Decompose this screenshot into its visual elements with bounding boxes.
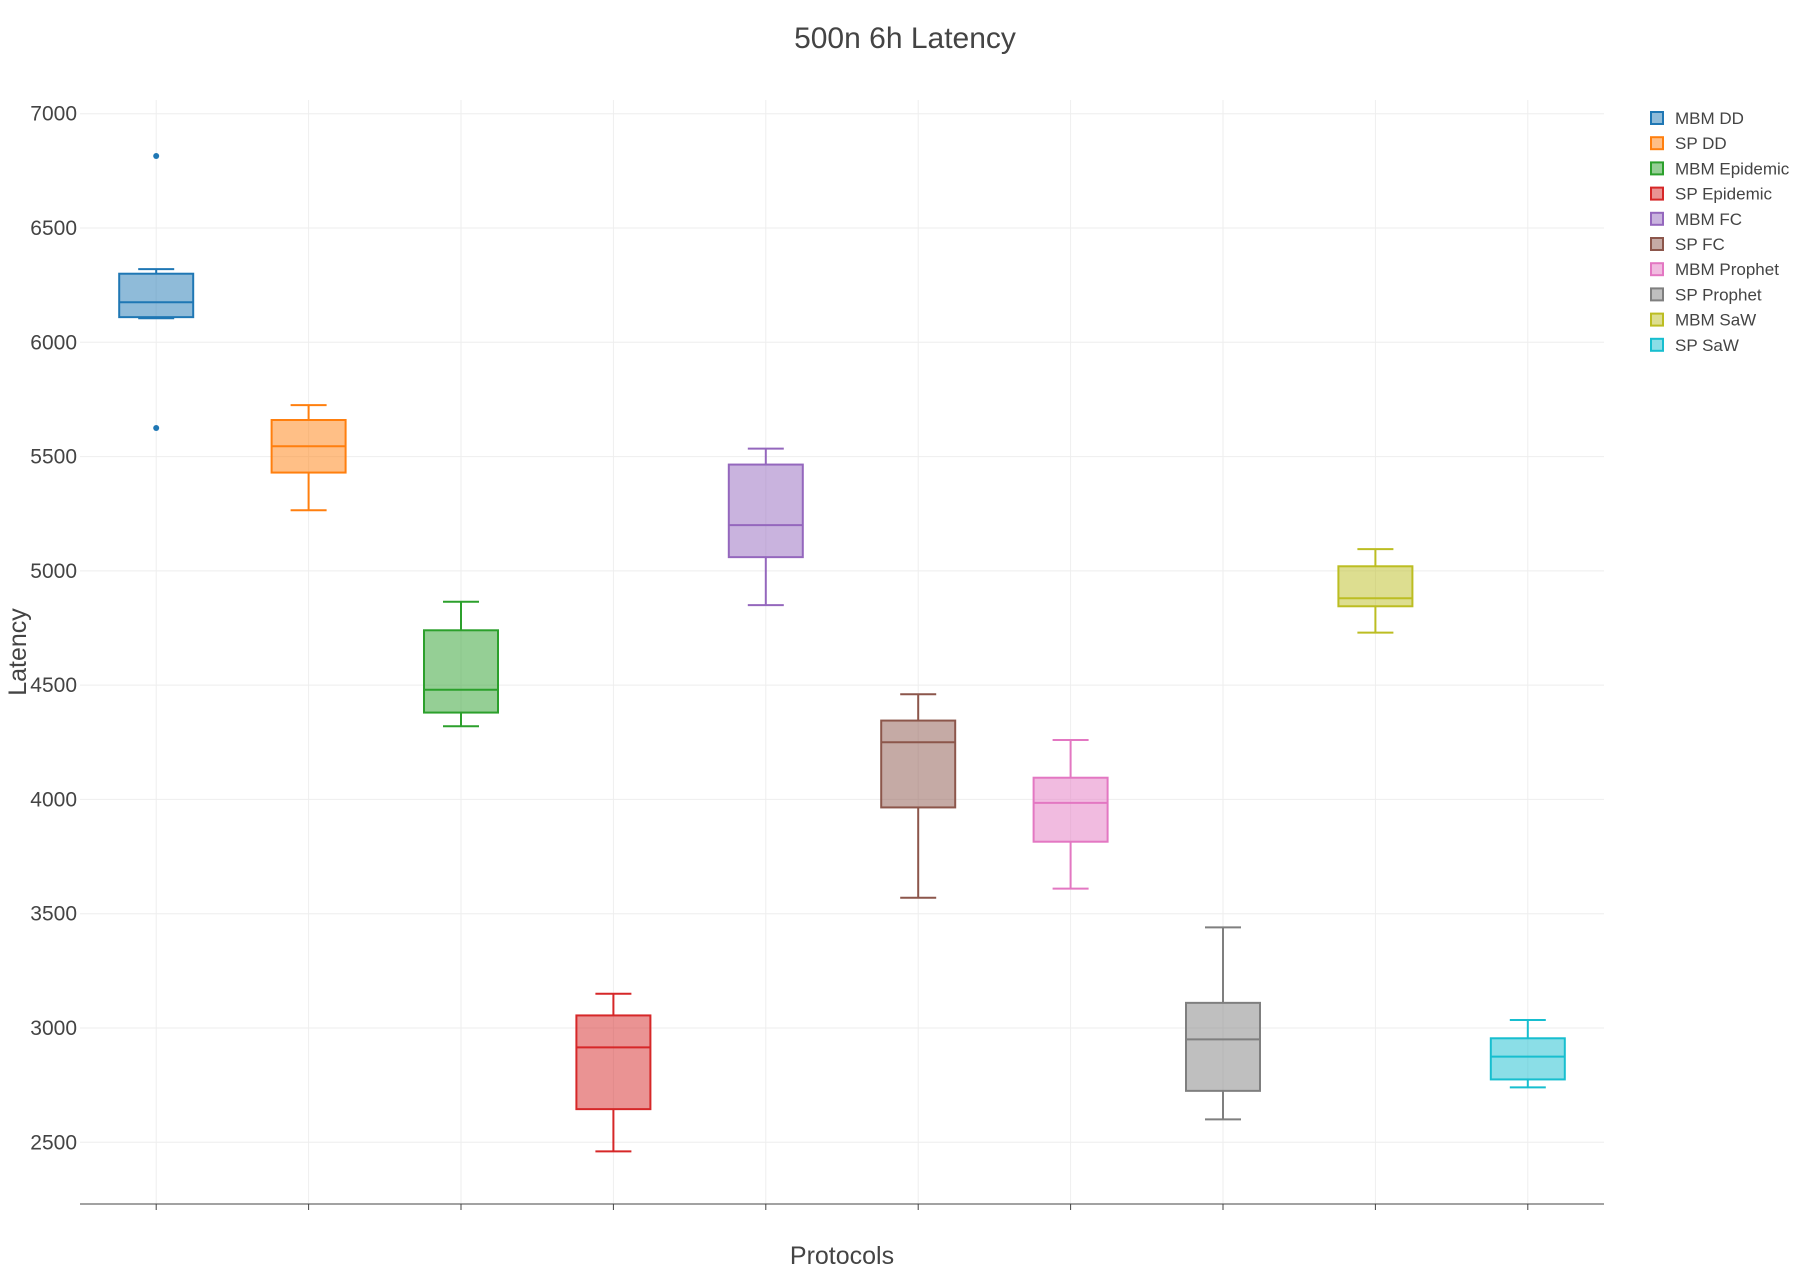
box-mbm-saw (1337, 548, 1414, 634)
y-tick-label: 5000 (30, 560, 77, 583)
box-layer (118, 153, 1566, 1153)
iqr-box (880, 719, 957, 809)
legend-label: MBM SaW (1675, 311, 1756, 330)
legend-swatch (1650, 287, 1664, 302)
legend-item-mbm-prophet[interactable]: MBM Prophet (1650, 260, 1779, 279)
legend-swatch (1650, 161, 1664, 176)
legend-swatch (1650, 312, 1664, 327)
box-sp-dd (270, 404, 347, 512)
outlier-point (153, 153, 160, 159)
legend-item-mbm-dd[interactable]: MBM DD (1650, 109, 1744, 128)
iqr-box (1337, 565, 1414, 608)
grid-layer (80, 100, 1604, 1204)
box-sp-prophet (1185, 926, 1261, 1121)
legend-item-sp-epidemic[interactable]: SP Epidemic (1650, 185, 1773, 204)
y-tick-label: 3500 (30, 903, 77, 926)
legend-swatch (1650, 262, 1664, 277)
iqr-box (1032, 776, 1109, 843)
iqr-box (727, 463, 804, 559)
legend-item-mbm-fc[interactable]: MBM FC (1650, 210, 1742, 229)
legend-label: SP Prophet (1675, 285, 1762, 304)
legend-item-sp-dd[interactable]: SP DD (1650, 134, 1727, 153)
legend-swatch (1650, 337, 1664, 352)
y-tick-label: 6000 (30, 331, 77, 354)
legend-item-sp-prophet[interactable]: SP Prophet (1650, 285, 1762, 304)
legend[interactable]: MBM DD SP DD MBM Epidemic SP Epidemic MBM FC… (1650, 109, 1790, 355)
y-tick-label: 3000 (30, 1017, 77, 1040)
legend-item-sp-fc[interactable]: SP FC (1650, 235, 1725, 254)
legend-label: SP Epidemic (1675, 185, 1773, 204)
legend-item-mbm-saw[interactable]: MBM SaW (1650, 311, 1756, 330)
y-tick-label: 4500 (30, 674, 77, 697)
legend-swatch (1650, 111, 1664, 125)
box-mbm-fc (727, 447, 804, 607)
box-mbm-dd (118, 153, 195, 431)
legend-label: MBM DD (1675, 109, 1744, 128)
legend-label: SP FC (1675, 235, 1725, 254)
y-tick-label: 2500 (30, 1131, 77, 1154)
x-axis-title: Protocols (790, 1242, 894, 1270)
iqr-box (118, 272, 195, 319)
box-sp-epidemic (575, 992, 652, 1153)
legend-label: MBM Prophet (1675, 260, 1779, 279)
box-sp-saw (1489, 1019, 1566, 1089)
legend-item-mbm-epidemic[interactable]: MBM Epidemic (1650, 159, 1790, 178)
legend-label: SP SaW (1675, 336, 1739, 355)
legend-item-sp-saw[interactable]: SP SaW (1650, 336, 1739, 355)
y-tick-label: 5500 (30, 446, 77, 469)
iqr-box (1185, 1001, 1261, 1092)
legend-label: MBM FC (1675, 210, 1742, 229)
y-axis-title: Latency (4, 608, 32, 696)
y-tick-label: 6500 (30, 217, 77, 240)
legend-label: SP DD (1675, 134, 1727, 153)
outlier-point (153, 425, 160, 431)
legend-label: MBM Epidemic (1675, 159, 1790, 178)
y-tick-label: 7000 (30, 103, 77, 126)
iqr-box (1489, 1037, 1566, 1081)
legend-swatch (1650, 136, 1664, 151)
axis-layer: 2500 3000 3500 4000 4500 5000 5500 6000 6500 7000 (30, 103, 1604, 1210)
y-tick-label: 4000 (30, 788, 77, 811)
iqr-box (423, 629, 499, 714)
iqr-box (575, 1014, 652, 1111)
box-sp-fc (880, 693, 957, 899)
legend-swatch (1650, 211, 1664, 226)
legend-swatch (1650, 186, 1664, 201)
box-mbm-epidemic (423, 600, 499, 728)
chart-title: 500n 6h Latency (794, 22, 1016, 55)
legend-swatch (1650, 237, 1664, 251)
box-mbm-prophet (1032, 739, 1109, 890)
